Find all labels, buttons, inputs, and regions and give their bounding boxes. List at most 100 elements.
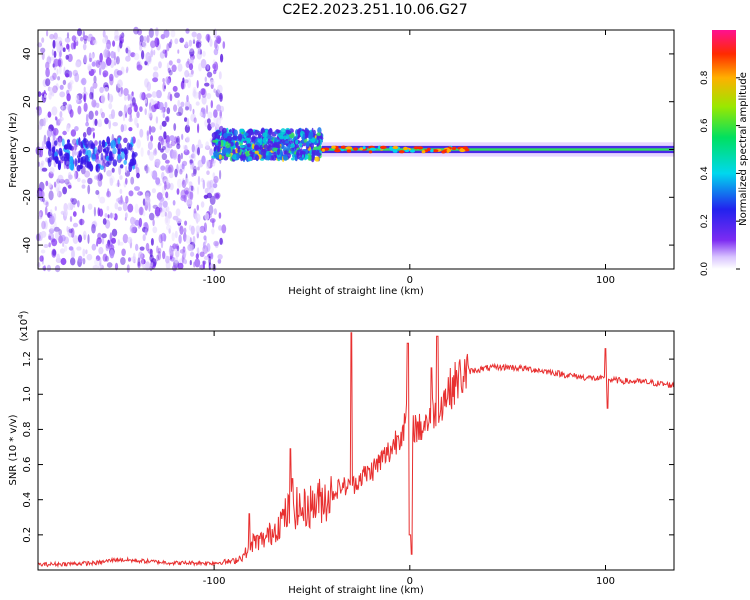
spectrogram-noise-cell — [87, 65, 92, 72]
spectrogram-band-cell — [302, 154, 304, 159]
spectrogram-noise-cell — [183, 232, 187, 242]
spectrogram-noise-cell — [139, 106, 143, 112]
spectrogram-noise-cell — [83, 102, 88, 113]
spectrogram-noise-cell — [147, 55, 152, 63]
spectrogram-noise-cell — [48, 242, 51, 248]
spectrogram-noise-cell — [208, 204, 214, 215]
spectrogram-noise-cell — [53, 127, 59, 136]
spectrogram-noise-cell — [110, 95, 114, 103]
spectrogram-band-cell — [237, 133, 243, 141]
spectrogram-noise-cell — [62, 130, 67, 136]
spectrogram-noise-cell — [57, 187, 60, 197]
snr-x-tick-label: -100 — [203, 576, 226, 587]
spectrogram-band-cell — [316, 143, 320, 147]
spectrogram-noise-cell — [85, 113, 89, 124]
spectrogram-noise-cell — [49, 167, 55, 174]
spectrogram-band-cell — [221, 155, 225, 160]
spectrogram-noise-cell — [192, 235, 196, 245]
spectrogram-core-cell — [69, 156, 74, 165]
spectrogram-noise-cell — [92, 81, 98, 89]
spectrogram-core-cell — [117, 148, 121, 156]
spectrogram-noise-cell — [181, 133, 184, 140]
spectrogram-core-cell — [131, 153, 136, 160]
spectrogram-noise-cell — [209, 195, 216, 205]
spectrogram-noise-cell — [149, 102, 152, 111]
spectrogram-noise-cell — [44, 220, 48, 230]
spectrogram-noise-cell — [104, 213, 108, 218]
spectrogram-noise-cell — [72, 148, 75, 158]
spectrogram-peak-cell — [417, 146, 424, 150]
spectrogram-core-cell — [90, 143, 96, 150]
spectrogram-noise-cell — [219, 169, 222, 180]
spectrogram-noise-cell — [120, 257, 126, 265]
spectrogram-band-cell — [220, 139, 224, 147]
spectrogram-noise-cell — [47, 111, 52, 118]
spectrogram-noise-cell — [96, 240, 99, 247]
spectrogram-noise-cell — [56, 36, 63, 45]
snr-x-ticks: -100 0 100 — [203, 331, 615, 587]
spectrogram-core-cell — [54, 140, 58, 146]
spectrogram-noise-cell — [53, 226, 60, 232]
spectrogram-noise-cell — [184, 79, 189, 84]
spectrogram-noise-cell — [77, 28, 82, 37]
spectrogram-noise-cell — [207, 111, 213, 119]
spectrogram-noise-cell — [71, 35, 77, 42]
spectrogram-peak-cell — [421, 150, 426, 154]
spectrogram-noise-cell — [45, 114, 48, 123]
spectrogram-noise-cell — [156, 38, 160, 46]
spectrogram-band-cell — [305, 141, 310, 147]
spectrogram-noise-cell — [77, 255, 83, 263]
spectrogram-noise-cell — [53, 32, 58, 40]
spectrogram-core-cell — [45, 140, 51, 148]
spectrogram-noise-cell — [130, 216, 135, 225]
spectrogram-noise-cell — [45, 67, 50, 78]
spectrogram-noise-cell — [193, 117, 197, 124]
spectrogram-noise-cell — [91, 69, 96, 74]
spectrogram-noise-cell — [72, 222, 79, 228]
spectrogram-noise-cell — [162, 250, 166, 260]
spectrogram-band-cell — [283, 150, 287, 155]
spectrogram-noise-cell — [157, 247, 162, 254]
spectrogram-noise-cell — [90, 127, 95, 132]
snr-plot-bg — [38, 331, 674, 570]
spectrogram-band-cell — [274, 137, 278, 143]
spectrogram-noise-cell — [206, 243, 211, 252]
spectrogram-noise-cell — [150, 41, 156, 49]
spectrogram-band-cell — [248, 137, 251, 144]
spectrogram-noise-cell — [137, 261, 141, 269]
spectrogram-noise-cell — [219, 109, 222, 119]
spectrogram-core-cell — [104, 146, 110, 155]
spectrogram-noise-cell — [176, 218, 182, 224]
spectrogram-noise-cell — [199, 225, 206, 233]
spectrogram-noise-cell — [139, 35, 144, 43]
spectrogram-core-cell — [61, 138, 65, 147]
spectrogram-noise-cell — [74, 142, 78, 151]
spectrogram-noise-cell — [145, 195, 151, 206]
spectrogram-core-cell — [80, 160, 83, 169]
spectrogram-ylabel: Frequency (Hz) — [8, 112, 19, 188]
spectrogram-band-cell — [279, 135, 285, 140]
spectrogram-noise-cell — [99, 108, 103, 116]
spectrogram-noise-cell — [82, 132, 87, 138]
colorbar-gradient — [712, 30, 736, 269]
spectrogram-noise-cell — [42, 197, 45, 203]
spectrogram-noise-cell — [97, 232, 102, 240]
spectrogram-noise-cell — [49, 209, 53, 216]
spectrogram-noise-cell — [77, 105, 82, 115]
spectrogram-band-cell — [282, 154, 288, 161]
spectrogram-noise-cell — [135, 243, 139, 251]
spectrogram-band-cell — [262, 132, 268, 138]
spectrogram-noise-cell — [95, 190, 100, 195]
spectrogram-noise-cell — [83, 93, 87, 103]
spectrogram-band-cell — [276, 144, 281, 149]
spectrogram-noise-cell — [203, 222, 207, 233]
spectrogram-noise-cell — [152, 71, 159, 79]
spectrogram-band-cell — [293, 136, 298, 140]
spectrogram-y-tick-label: 40 — [22, 48, 33, 61]
spectrogram-noise-cell — [218, 71, 222, 80]
spectrogram-band-cell — [276, 148, 280, 156]
spectrogram-noise-cell — [204, 82, 210, 87]
spectrogram-noise-cell — [209, 179, 214, 188]
colorbar-tick-label: 0.6 — [700, 118, 710, 133]
spectrogram-noise-cell — [125, 212, 128, 219]
